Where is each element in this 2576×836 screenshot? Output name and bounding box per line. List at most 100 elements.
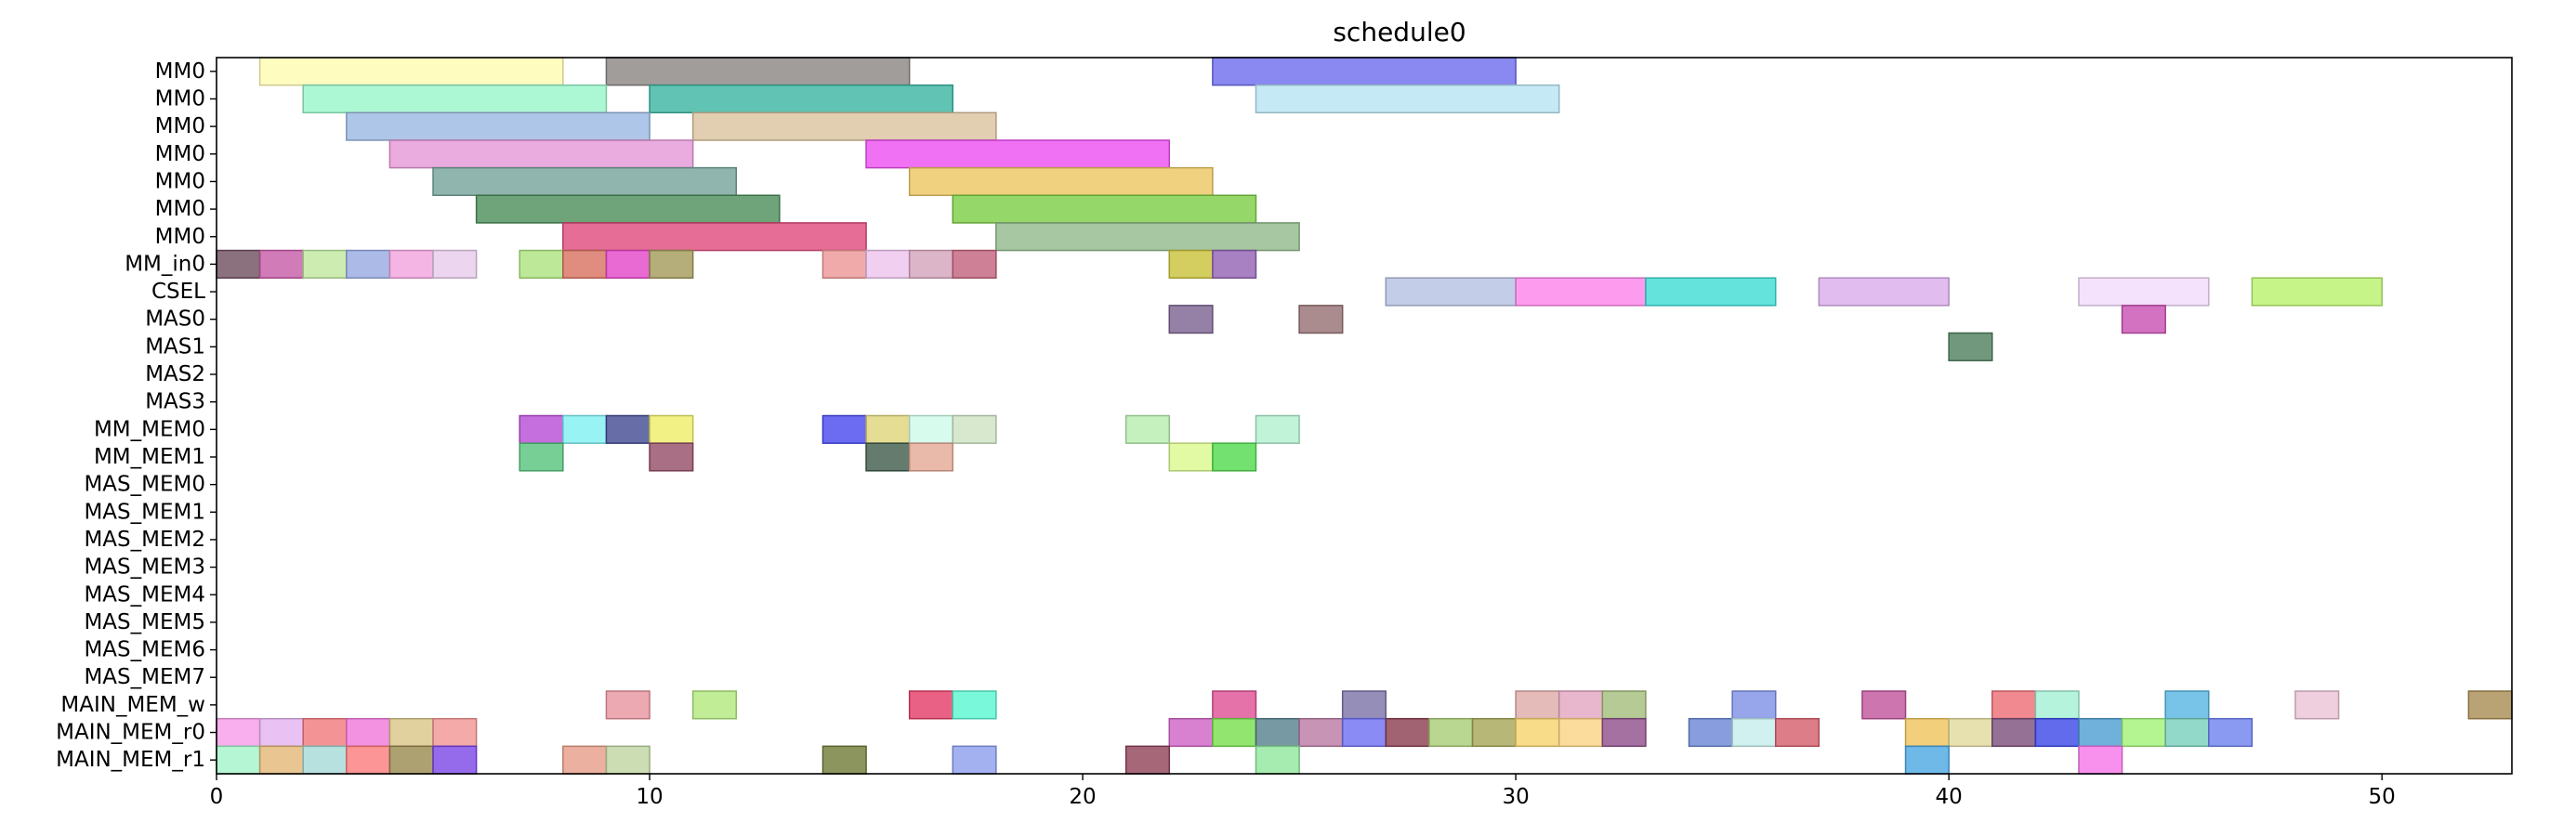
task-bar bbox=[302, 717, 348, 748]
task-bar bbox=[1904, 745, 1950, 775]
task-bar bbox=[1948, 332, 1993, 361]
task-bar bbox=[475, 194, 781, 224]
y-tick-label: MAS_MEM0 bbox=[84, 473, 205, 497]
task-bar bbox=[2121, 717, 2166, 748]
task-bar bbox=[432, 249, 478, 279]
y-tick-label: MM0 bbox=[155, 114, 205, 138]
task-bar bbox=[519, 249, 564, 279]
task-bar bbox=[1298, 717, 1344, 748]
task-bar bbox=[821, 414, 867, 444]
task-bar bbox=[2294, 690, 2340, 720]
task-bar bbox=[952, 414, 997, 444]
y-tick-label: MAS3 bbox=[145, 390, 205, 414]
task-bar bbox=[952, 249, 997, 279]
task-bar bbox=[1688, 717, 1733, 748]
task-bar bbox=[649, 442, 694, 472]
y-tick-label: MAS_MEM1 bbox=[84, 500, 205, 524]
task-bar bbox=[1557, 717, 1604, 748]
task-bar bbox=[2121, 305, 2166, 334]
task-bar bbox=[605, 57, 911, 86]
task-bar bbox=[952, 745, 997, 775]
y-tick-label: MAS_MEM6 bbox=[84, 638, 205, 662]
task-bar bbox=[388, 745, 434, 775]
y-axis-labels: MM0MM0MM0MM0MM0MM0MM0MM_in0CSELMAS0MAS1M… bbox=[56, 59, 217, 772]
task-bar bbox=[821, 745, 867, 775]
task-bar bbox=[2034, 717, 2080, 748]
task-bar bbox=[258, 249, 304, 279]
task-bar bbox=[1168, 442, 1214, 472]
task-bar bbox=[1645, 277, 1777, 307]
chart-title: schedule0 bbox=[1333, 17, 1465, 47]
task-bar bbox=[388, 249, 434, 279]
task-bar bbox=[865, 442, 911, 472]
y-tick-label: CSEL bbox=[151, 280, 205, 304]
task-bar bbox=[1991, 690, 2037, 720]
task-bar bbox=[562, 745, 608, 775]
task-bar bbox=[258, 745, 304, 775]
task-bar bbox=[1601, 717, 1647, 748]
x-tick-label: 50 bbox=[2369, 785, 2396, 809]
task-bar bbox=[995, 222, 1300, 252]
task-bar bbox=[1212, 57, 1517, 86]
task-bar bbox=[605, 414, 651, 444]
task-bar bbox=[1385, 277, 1517, 307]
task-bar bbox=[1298, 305, 1344, 334]
task-bar bbox=[1601, 690, 1647, 720]
task-bar bbox=[821, 249, 867, 279]
task-bar bbox=[562, 222, 867, 252]
task-bar bbox=[1255, 414, 1300, 444]
task-bar bbox=[302, 249, 348, 279]
task-bar bbox=[346, 249, 391, 279]
y-tick-label: MM_MEM1 bbox=[94, 445, 205, 469]
task-bar bbox=[1341, 690, 1387, 720]
task-bar bbox=[519, 442, 564, 472]
x-tick-label: 30 bbox=[1502, 785, 1529, 809]
task-bar bbox=[691, 690, 737, 720]
task-bar bbox=[216, 717, 261, 748]
task-bar bbox=[388, 139, 694, 169]
task-bar bbox=[2164, 717, 2210, 748]
x-tick-label: 10 bbox=[636, 785, 663, 809]
task-bar bbox=[605, 745, 651, 775]
x-axis: 0 10 20 30 40 50 bbox=[210, 774, 2396, 809]
y-tick-label: MAS0 bbox=[145, 307, 205, 332]
x-tick-label: 0 bbox=[210, 785, 224, 809]
y-tick-label: MM0 bbox=[155, 86, 205, 111]
task-bar bbox=[2467, 690, 2513, 720]
task-bar bbox=[432, 745, 478, 775]
task-bar bbox=[1557, 690, 1604, 720]
task-bar bbox=[562, 249, 608, 279]
y-tick-label: MM_MEM0 bbox=[94, 417, 205, 441]
task-bar bbox=[1212, 717, 1257, 748]
task-bar bbox=[2034, 690, 2080, 720]
task-bar bbox=[302, 84, 608, 114]
task-bar bbox=[649, 84, 954, 114]
task-bar bbox=[216, 745, 261, 775]
task-bar bbox=[1731, 690, 1777, 720]
y-tick-label: MM0 bbox=[155, 59, 205, 84]
y-tick-label: MAS1 bbox=[145, 334, 205, 359]
task-bar bbox=[388, 717, 434, 748]
task-bar bbox=[1168, 305, 1214, 334]
task-bar bbox=[908, 249, 954, 279]
task-bar bbox=[562, 414, 608, 444]
task-bar bbox=[1124, 414, 1171, 444]
x-tick-label: 40 bbox=[1936, 785, 1963, 809]
task-bar bbox=[605, 249, 651, 279]
task-bar bbox=[346, 111, 651, 141]
task-bar bbox=[2251, 277, 2383, 307]
task-bar bbox=[1471, 717, 1517, 748]
y-tick-label: MAS_MEM3 bbox=[84, 555, 205, 580]
task-bar bbox=[1904, 717, 1950, 748]
task-bar bbox=[346, 745, 391, 775]
task-bar bbox=[1731, 717, 1777, 748]
task-bar bbox=[1991, 717, 2037, 748]
task-bar bbox=[1341, 717, 1387, 748]
task-bar bbox=[519, 414, 564, 444]
task-bar bbox=[908, 166, 1214, 197]
task-bar bbox=[258, 57, 564, 86]
task-bar bbox=[908, 414, 954, 444]
y-tick-label: MAIN_MEM_r1 bbox=[56, 748, 205, 772]
y-tick-label: MAIN_MEM_r0 bbox=[56, 721, 205, 745]
task-bar bbox=[865, 139, 1171, 169]
